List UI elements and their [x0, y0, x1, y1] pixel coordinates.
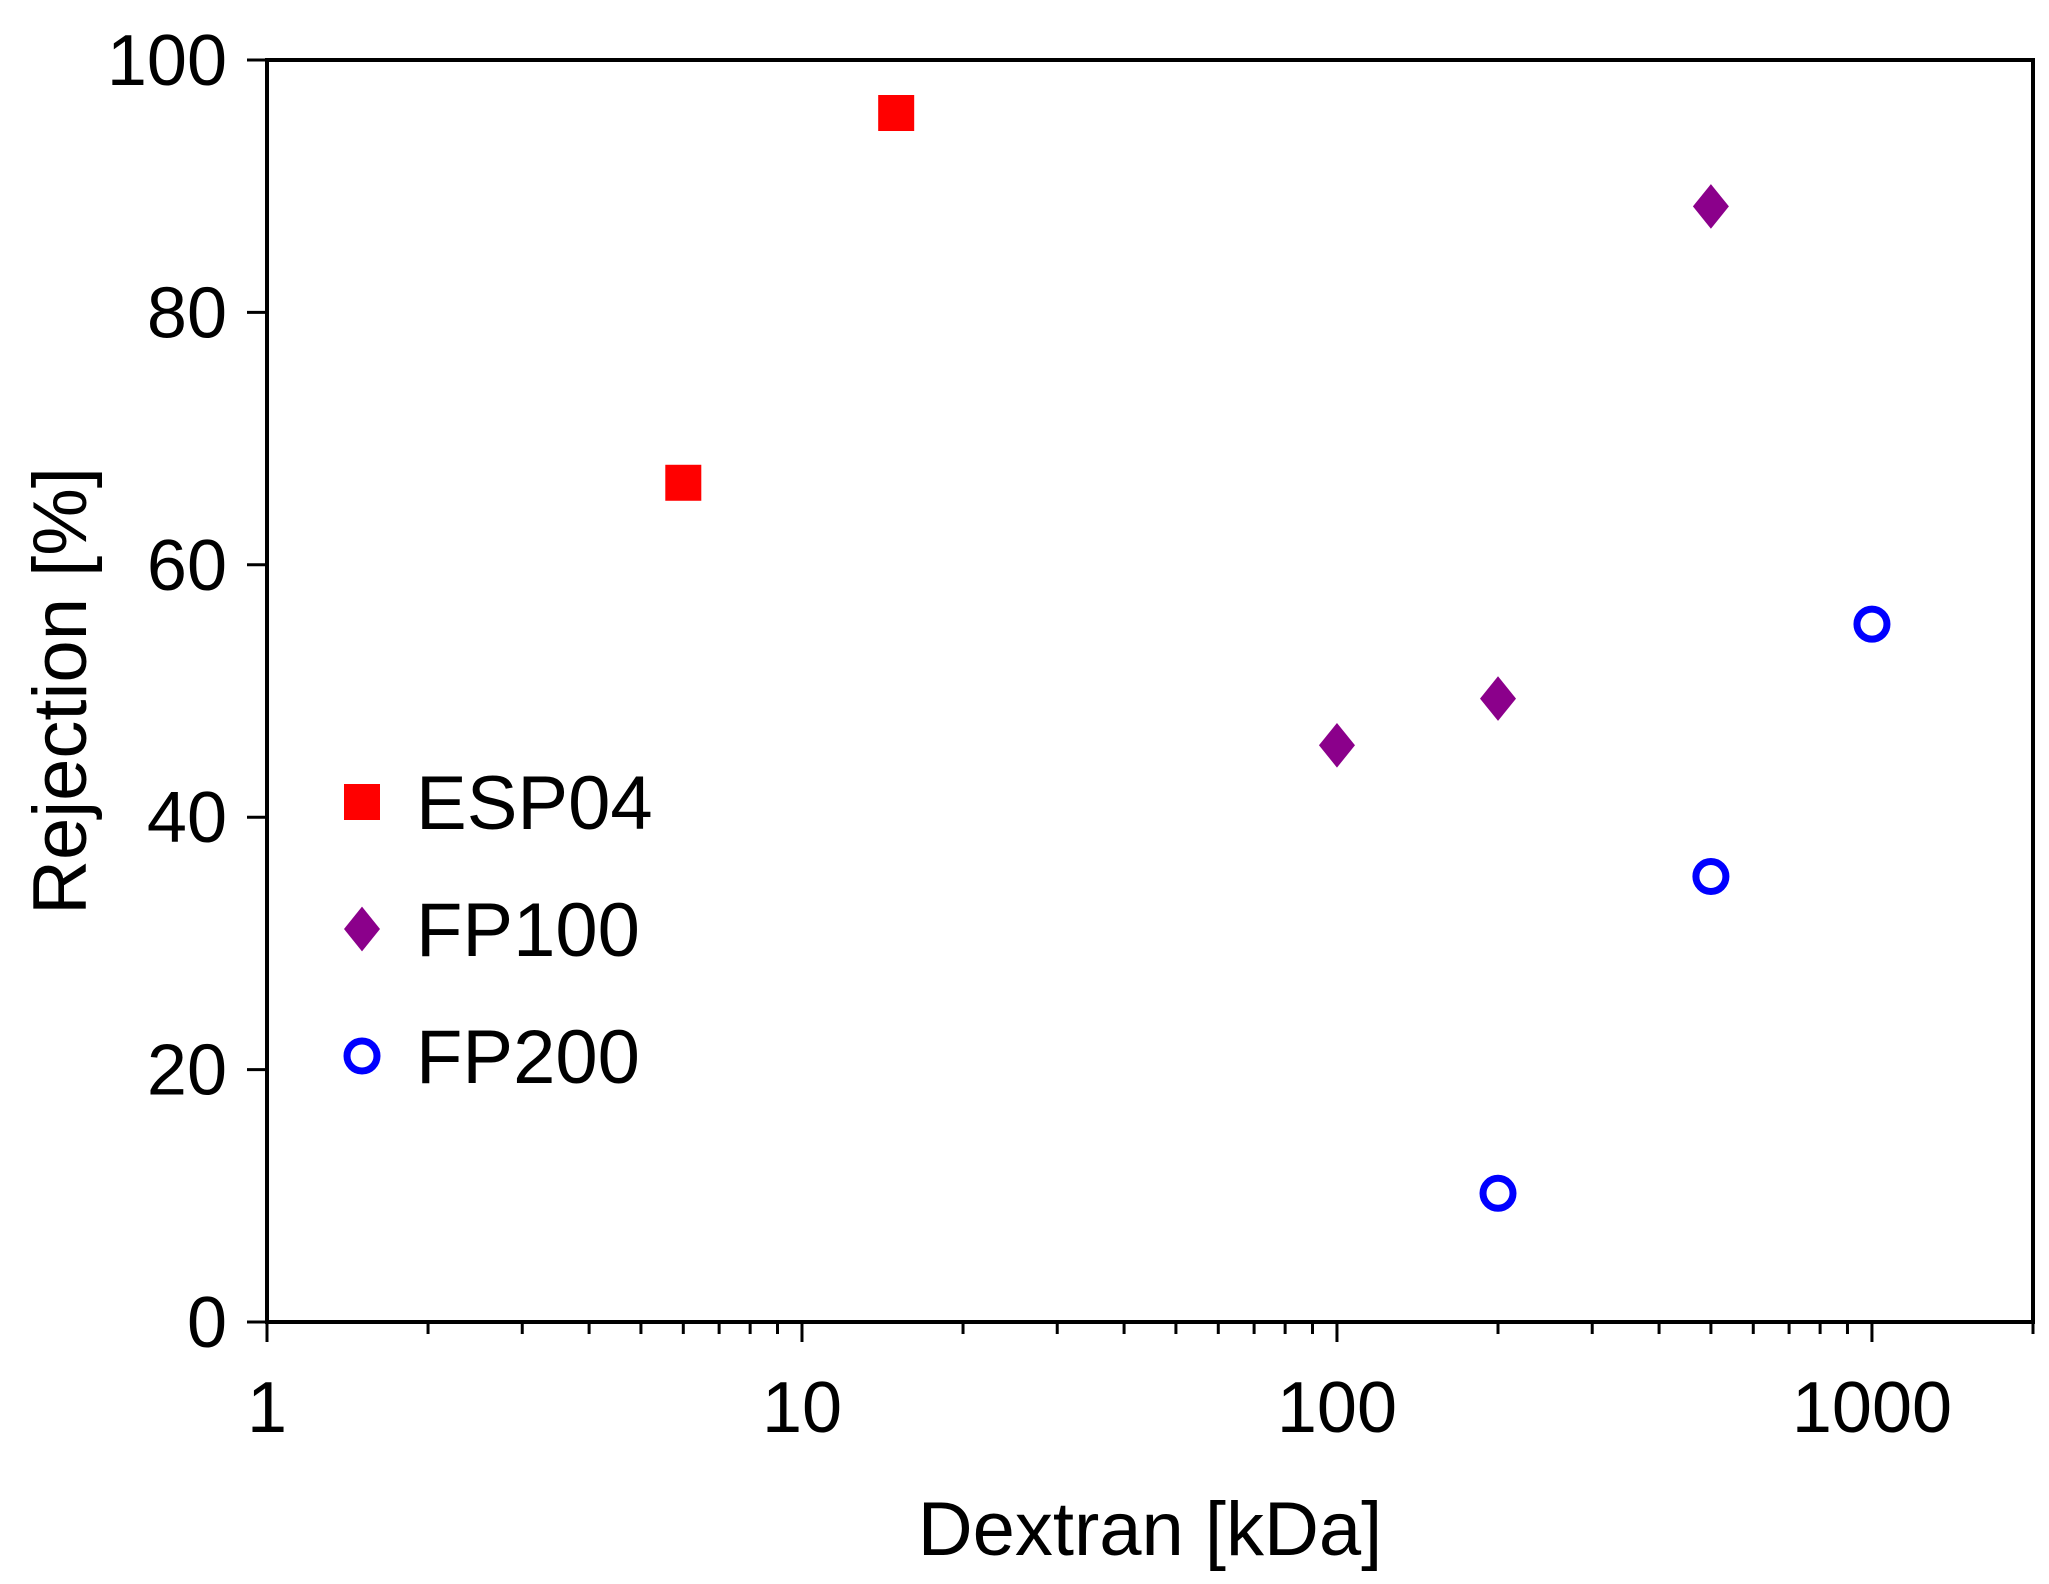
fp200-point: [1853, 605, 1891, 643]
fp100-point: [1692, 184, 1729, 229]
x-tick-label: 1: [247, 1368, 287, 1448]
x-tick-label: 10: [762, 1368, 842, 1448]
y-tick-label: 80: [147, 273, 227, 353]
data-points: [665, 95, 1891, 1212]
y-tick-label: 0: [187, 1283, 227, 1363]
fp200-point: [1692, 858, 1730, 896]
y-axis-label: Rejection [%]: [18, 467, 103, 915]
y-tick-label: 40: [147, 778, 227, 858]
x-axis-label: Dextran [kDa]: [918, 1487, 1383, 1572]
y-tick-label: 20: [147, 1031, 227, 1111]
esp04-point: [665, 464, 702, 501]
y-tick-label: 60: [147, 526, 227, 606]
plot-frame: [265, 58, 2035, 1324]
y-tick-label: 100: [107, 21, 227, 101]
x-tick-label: 1000: [1792, 1368, 1952, 1448]
legend-label-fp100: FP100: [416, 888, 640, 973]
legend-label-fp200: FP200: [416, 1015, 640, 1100]
fp100-point: [1318, 722, 1355, 768]
y-axis-ticks: 0 20 40 60 80 100: [107, 21, 267, 1363]
legend-label-esp04: ESP04: [416, 761, 653, 846]
x-axis-ticks: 1 10 100 1000: [247, 1322, 2035, 1448]
esp04-point: [878, 95, 915, 132]
legend-marker-fp100: [344, 906, 380, 952]
legend-marker-esp04: [344, 784, 380, 820]
fp200-point: [1479, 1174, 1517, 1212]
legend-marker-fp200: [343, 1037, 381, 1075]
x-tick-label: 100: [1277, 1368, 1397, 1448]
fp100-point: [1480, 676, 1517, 721]
legend: ESP04 FP100 FP200: [343, 761, 653, 1100]
